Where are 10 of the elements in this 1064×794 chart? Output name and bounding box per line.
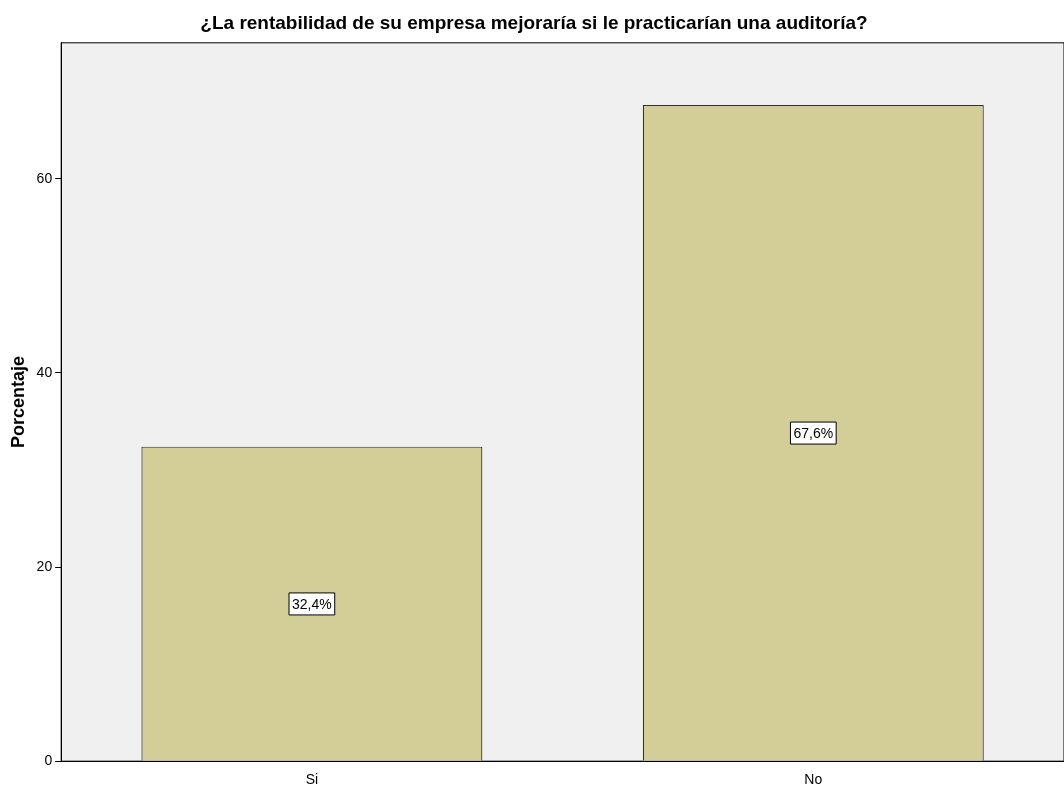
y-tick-label: 20 — [36, 557, 53, 574]
y-axis-title: Porcentaje — [7, 355, 28, 449]
y-tick-label: 60 — [36, 169, 53, 186]
y-tick-label: 40 — [36, 363, 53, 380]
x-tick-label: No — [804, 771, 823, 788]
data-label: 32,4% — [292, 595, 332, 612]
y-tick-label: 0 — [44, 752, 53, 769]
data-label: 67,6% — [793, 424, 834, 441]
chart-title: ¿La rentabilidad de su empresa mejoraría si le practicarían una auditoría? — [200, 11, 868, 33]
x-tick-label: Si — [305, 771, 319, 788]
